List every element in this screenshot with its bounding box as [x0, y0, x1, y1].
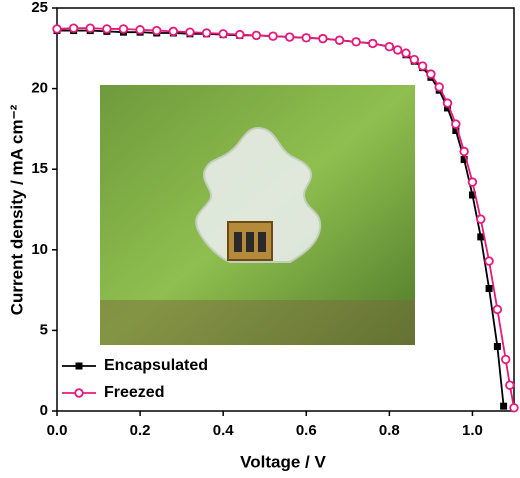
y-tick-label: 5: [40, 321, 48, 338]
y-tick-label: 0: [40, 402, 48, 419]
x-tick-label: 0.0: [47, 422, 68, 439]
data-point: [401, 48, 411, 58]
data-point: [509, 403, 519, 413]
data-point: [284, 32, 295, 42]
inset-photo: [100, 85, 415, 345]
data-point: [318, 33, 328, 44]
data-point: [493, 343, 501, 351]
legend-marker: [74, 388, 84, 398]
x-axis-label: Voltage / V: [240, 452, 326, 471]
data-point: [468, 191, 476, 199]
data-point: [409, 54, 419, 65]
data-point: [102, 24, 112, 34]
y-tick-label: 10: [31, 241, 48, 258]
data-point: [467, 177, 478, 187]
data-point: [268, 31, 278, 41]
data-point: [68, 23, 79, 33]
data-point: [392, 45, 403, 55]
data-point: [251, 30, 262, 41]
y-tick-label: 15: [31, 160, 48, 177]
x-tick-label: 0.2: [130, 422, 151, 439]
data-point: [384, 41, 395, 52]
data-point: [118, 24, 129, 34]
data-point: [235, 29, 245, 40]
data-point: [368, 38, 378, 49]
data-point: [85, 23, 95, 33]
data-point: [334, 35, 345, 45]
data-point: [500, 402, 508, 410]
data-point: [451, 119, 461, 129]
data-point: [351, 37, 361, 47]
data-point: [477, 233, 485, 241]
plot-frame: [56, 7, 515, 412]
data-point: [135, 25, 145, 35]
x-tick-label: 0.8: [379, 422, 400, 439]
data-point: [301, 33, 311, 43]
data-point: [168, 26, 179, 37]
data-point: [500, 354, 511, 365]
data-point: [476, 214, 486, 224]
data-point: [492, 304, 503, 315]
data-point: [218, 29, 228, 39]
data-point: [442, 98, 453, 108]
y-tick-label: 25: [31, 0, 48, 16]
legend-label: Freezed: [104, 384, 164, 401]
data-point: [52, 24, 62, 34]
data-point: [417, 61, 428, 71]
data-point: [460, 156, 468, 164]
x-tick-label: 0.4: [213, 422, 235, 439]
data-point: [185, 27, 195, 37]
data-point: [484, 256, 494, 266]
x-tick-label: 1.0: [462, 422, 483, 439]
data-point: [201, 28, 212, 38]
data-point: [152, 25, 162, 36]
y-tick-label: 20: [31, 80, 48, 97]
data-point: [485, 284, 493, 292]
data-point: [444, 104, 452, 112]
data-point: [452, 127, 460, 135]
legend-label: Encapsulated: [104, 357, 208, 374]
data-point: [505, 380, 515, 390]
y-axis-label: Current density / mA cm⁻²: [7, 104, 26, 315]
data-point: [426, 69, 436, 79]
data-point: [459, 146, 469, 157]
x-tick-label: 0.6: [296, 422, 317, 439]
data-point: [434, 82, 444, 92]
legend-marker: [75, 362, 83, 370]
